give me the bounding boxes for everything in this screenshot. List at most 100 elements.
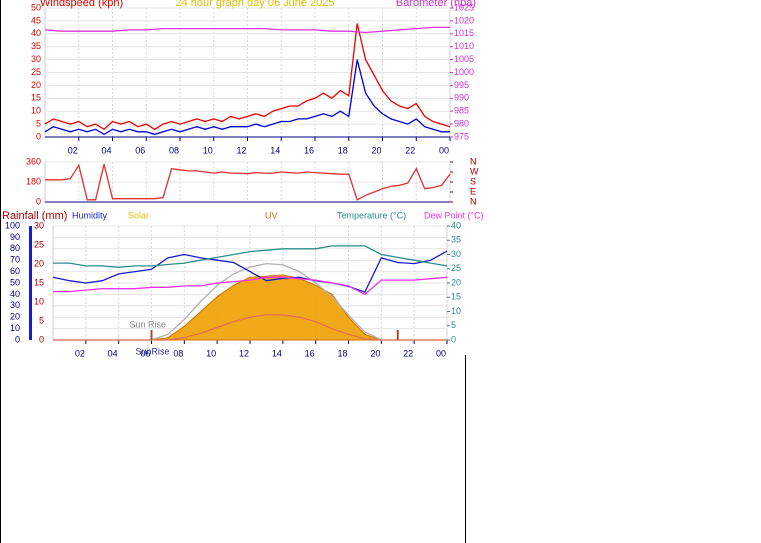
y-tick-label: 5 <box>36 118 41 128</box>
y-tick-label: 100 <box>5 220 20 230</box>
x-tick-label: 22 <box>403 348 413 358</box>
event-axis-label: SunRise <box>136 346 170 356</box>
y-tick-label: 0 <box>15 334 20 344</box>
y2-tick-label: 10 <box>451 306 461 316</box>
event-label: Sun Rise <box>130 319 167 329</box>
legend-entry: Temperature (°C) <box>337 210 406 220</box>
y3-tick-label: 10 <box>34 296 44 306</box>
y2-tick-label: 1020 <box>454 15 474 25</box>
y2-tick-label: 980 <box>454 118 469 128</box>
y3-tick-label: 15 <box>34 277 44 287</box>
x-tick-label: 16 <box>305 348 315 358</box>
y2-tick-label: S <box>470 176 476 186</box>
y2-tick-label: 0 <box>451 334 456 344</box>
y-tick-label: 70 <box>10 255 20 265</box>
y-tick-label: 50 <box>10 277 20 287</box>
y-tick-label: 20 <box>31 80 41 90</box>
y-tick-label: 180 <box>26 176 41 186</box>
y-tick-label: 45 <box>31 15 41 25</box>
y2-tick-label: 1000 <box>454 67 474 77</box>
y2-tick-label: 30 <box>451 249 461 259</box>
y2-tick-label: 975 <box>454 131 469 141</box>
y-tick-label: 40 <box>10 289 20 299</box>
line <box>53 314 447 341</box>
legend-entry: Humidity <box>72 210 108 220</box>
y2-tick-label: 1010 <box>454 41 474 51</box>
x-tick-label: 06 <box>135 145 145 155</box>
y2-tick-label: 1025 <box>454 2 474 12</box>
y3-tick-label: 20 <box>34 258 44 268</box>
y-tick-label: 90 <box>10 232 20 242</box>
y-tick-label: 10 <box>10 323 20 333</box>
x-tick-label: 06 <box>140 348 150 358</box>
legend-entry: Dew Point (°C) <box>424 210 484 220</box>
y2-tick-label: 985 <box>454 106 469 116</box>
x-tick-label: 04 <box>108 348 118 358</box>
y-tick-label: 0 <box>36 196 41 206</box>
y2-tick-label: 1005 <box>454 54 474 64</box>
y2-tick-label: 5 <box>451 320 456 330</box>
y-axis-title: Rainfall (mm) <box>2 210 67 222</box>
y2-tick-label: 15 <box>451 292 461 302</box>
y2-tick-label: 35 <box>451 235 461 245</box>
y-tick-label: 15 <box>31 93 41 103</box>
y2-tick-label: 1015 <box>454 28 474 38</box>
x-tick-label: 14 <box>270 145 280 155</box>
x-tick-label: 18 <box>338 145 348 155</box>
y-tick-label: 0 <box>36 131 41 141</box>
y2-tick-label: E <box>470 186 476 196</box>
rain-axis-bar <box>29 226 32 340</box>
y-tick-label: 25 <box>31 67 41 77</box>
y2-tick-label: N <box>470 196 477 206</box>
y-tick-label: 360 <box>26 156 41 166</box>
line <box>45 163 451 201</box>
y-tick-label: 30 <box>31 54 41 64</box>
x-tick-label: 08 <box>173 348 183 358</box>
y-tick-label: 30 <box>10 300 20 310</box>
y2-axis-title: Barometer (hpa) <box>396 0 476 9</box>
y-tick-label: 50 <box>31 2 41 12</box>
y2-tick-label: W <box>470 166 479 176</box>
x-tick-label: 12 <box>239 348 249 358</box>
y-tick-label: 35 <box>31 41 41 51</box>
x-tick-label: 20 <box>371 145 381 155</box>
x-tick-label: 14 <box>272 348 282 358</box>
x-tick-label: 04 <box>101 145 111 155</box>
y2-tick-label: 20 <box>451 277 461 287</box>
y3-tick-label: 25 <box>34 239 44 249</box>
y3-tick-label: 0 <box>39 334 44 344</box>
x-tick-label: 08 <box>169 145 179 155</box>
y3-tick-label: 5 <box>39 315 44 325</box>
line <box>44 26 450 34</box>
y-tick-label: 80 <box>10 243 20 253</box>
chart-title: 24 hour graph day 06 June 2025 <box>175 0 334 9</box>
y2-tick-label: N <box>470 156 477 166</box>
y2-tick-label: 25 <box>451 263 461 273</box>
legend-entry: Solar <box>128 210 149 220</box>
y-tick-label: 10 <box>31 106 41 116</box>
y3-tick-label: 30 <box>34 220 44 230</box>
line <box>52 250 448 293</box>
y2-tick-label: 995 <box>454 80 469 90</box>
y-tick-label: 20 <box>10 312 20 322</box>
x-tick-label: 10 <box>206 348 216 358</box>
y2-tick-label: 990 <box>454 93 469 103</box>
line <box>44 59 450 136</box>
x-tick-label: 16 <box>304 145 314 155</box>
x-tick-label: 02 <box>68 145 78 155</box>
x-tick-label: 00 <box>436 348 446 358</box>
x-tick-label: 12 <box>236 145 246 155</box>
x-tick-label: 00 <box>439 145 449 155</box>
line <box>44 23 451 131</box>
y2-tick-label: 40 <box>451 220 461 230</box>
y-tick-label: 40 <box>31 28 41 38</box>
x-tick-label: 02 <box>75 348 85 358</box>
x-tick-label: 20 <box>370 348 380 358</box>
legend-entry: UV <box>265 210 278 220</box>
y-axis-title: Windspeed (kph) <box>40 0 123 9</box>
y-tick-label: 60 <box>10 266 20 276</box>
x-tick-label: 22 <box>405 145 415 155</box>
x-tick-label: 18 <box>337 348 347 358</box>
line <box>53 276 448 296</box>
